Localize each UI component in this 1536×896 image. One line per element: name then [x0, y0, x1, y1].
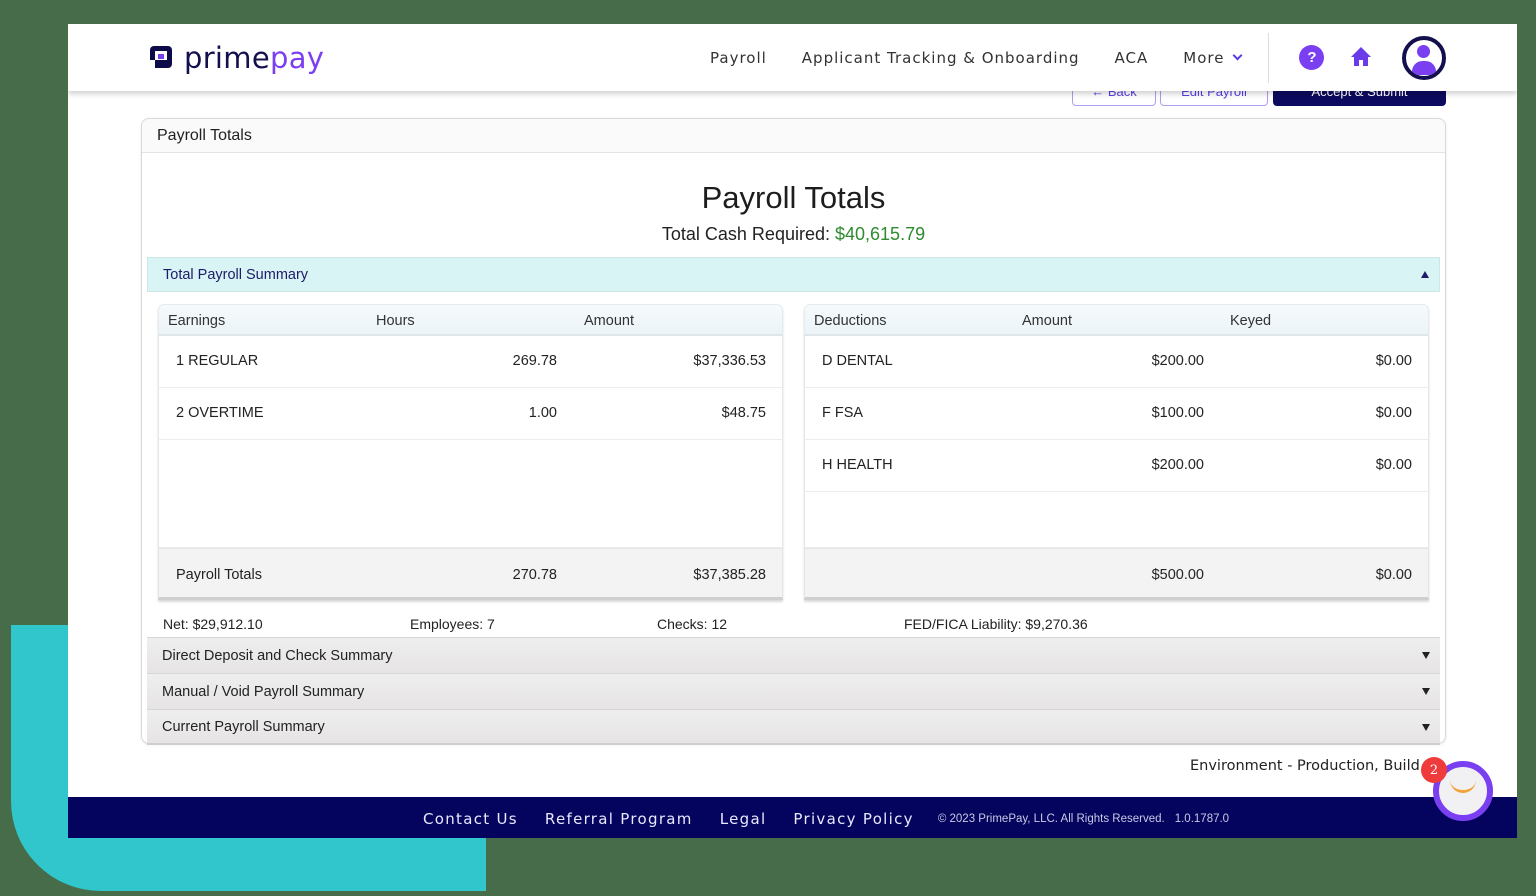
payroll-totals-card: Payroll Totals Payroll Totals Total Cash… [141, 118, 1446, 745]
table-total-row: $500.00 $0.00 [804, 548, 1429, 600]
table-row: D DENTAL $200.00 $0.00 [804, 336, 1429, 388]
deduction-name: F FSA [822, 405, 864, 421]
table-row: 1 REGULAR 269.78 $37,336.53 [158, 336, 783, 388]
earning-hours: 269.78 [512, 353, 557, 369]
caret-down-icon [1422, 652, 1430, 659]
table-row: F FSA $100.00 $0.00 [804, 388, 1429, 440]
accordion-current-payroll-summary[interactable]: Current Payroll Summary [147, 709, 1440, 745]
deduction-name: H HEALTH [822, 457, 893, 473]
total-amount: $500.00 [1151, 567, 1204, 583]
caret-up-icon [1421, 271, 1429, 278]
caret-down-icon [1422, 724, 1430, 731]
earning-name: 1 REGULAR [176, 353, 259, 369]
check-count: Checks: 12 [657, 616, 728, 632]
deduction-keyed: $0.00 [1375, 405, 1412, 421]
user-avatar-icon[interactable] [1402, 35, 1447, 80]
version-text: 1.0.1787.0 [1174, 813, 1230, 825]
deduction-amount: $200.00 [1151, 353, 1204, 369]
nav-item-aca[interactable]: ACA [1114, 48, 1149, 67]
table-row-empty [804, 492, 1429, 548]
table-total-row: Payroll Totals 270.78 $37,385.28 [158, 548, 783, 600]
deduction-amount: $200.00 [1151, 457, 1204, 473]
logo-text: primepay [184, 41, 324, 75]
logo-text-prime: prime [184, 41, 270, 75]
main-nav: Payroll Applicant Tracking & Onboarding … [710, 24, 1447, 91]
deduction-keyed: $0.00 [1375, 353, 1412, 369]
nav-item-more[interactable]: More [1183, 48, 1243, 67]
cash-value: $40,615.79 [835, 224, 926, 244]
footer-link-privacy-policy[interactable]: Privacy Policy [793, 810, 914, 828]
total-label: Payroll Totals [176, 567, 262, 583]
caret-down-icon [1422, 688, 1430, 695]
accordion-label: Manual / Void Payroll Summary [162, 683, 365, 700]
earning-hours: 1.00 [528, 405, 557, 421]
column-header-amount[interactable]: Amount [584, 313, 634, 329]
earnings-table: Earnings Hours Amount 1 REGULAR 269.78 $… [158, 304, 783, 600]
primepay-logo[interactable]: primepay [150, 41, 324, 75]
deduction-name: D DENTAL [822, 353, 893, 369]
chevron-down-icon [1233, 50, 1243, 61]
table-row: H HEALTH $200.00 $0.00 [804, 440, 1429, 492]
column-header-amount[interactable]: Amount [1022, 313, 1072, 329]
accordion-direct-deposit-summary[interactable]: Direct Deposit and Check Summary [147, 637, 1440, 673]
column-header-deductions[interactable]: Deductions [814, 313, 887, 329]
app-window: primepay Payroll Applicant Tracking & On… [68, 24, 1517, 838]
employee-count: Employees: 7 [410, 616, 495, 632]
logo-text-pay: pay [269, 41, 325, 75]
column-header-earnings[interactable]: Earnings [168, 313, 226, 329]
fed-fica-liability: FED/FICA Liability: $9,270.36 [904, 616, 1088, 632]
accordion-total-payroll-summary[interactable]: Total Payroll Summary [147, 257, 1440, 292]
top-navigation-bar: primepay Payroll Applicant Tracking & On… [68, 24, 1517, 91]
footer-link-referral-program[interactable]: Referral Program [544, 810, 693, 828]
nav-item-applicant-tracking[interactable]: Applicant Tracking & Onboarding [801, 48, 1080, 67]
deduction-keyed: $0.00 [1375, 457, 1412, 473]
total-cash-required: Total Cash Required: $40,615.79 [142, 224, 1445, 245]
column-header-keyed[interactable]: Keyed [1230, 313, 1272, 329]
footer-link-contact-us[interactable]: Contact Us [423, 810, 518, 828]
earning-amount: $37,336.53 [693, 353, 766, 369]
earning-name: 2 OVERTIME [176, 405, 264, 421]
nav-divider [1268, 32, 1270, 83]
accordion-label: Current Payroll Summary [162, 718, 325, 735]
table-header: Deductions Amount Keyed [804, 304, 1429, 336]
cash-label: Total Cash Required: [661, 224, 830, 244]
net-amount: Net: $29,912.10 [163, 616, 263, 632]
smile-icon [1450, 779, 1476, 793]
help-icon[interactable]: ? [1299, 45, 1325, 70]
nav-item-payroll[interactable]: Payroll [710, 48, 767, 67]
environment-info: Environment - Production, Build # [1190, 758, 1437, 774]
footer-link-legal[interactable]: Legal [719, 810, 767, 828]
home-icon[interactable] [1350, 46, 1372, 69]
accordion-label: Total Payroll Summary [163, 266, 309, 283]
total-hours: 270.78 [512, 567, 557, 583]
table-row-empty [158, 440, 783, 548]
table-header: Earnings Hours Amount [158, 304, 783, 336]
page-title: Payroll Totals [701, 180, 886, 215]
primepay-logo-icon [150, 46, 174, 70]
footer-links: Contact Us Referral Program Legal Privac… [423, 810, 1229, 828]
deductions-table: Deductions Amount Keyed D DENTAL $200.00… [804, 304, 1429, 600]
deduction-amount: $100.00 [1151, 405, 1204, 421]
footer: Contact Us Referral Program Legal Privac… [68, 797, 1517, 838]
column-header-hours[interactable]: Hours [376, 313, 415, 329]
accordion-manual-void-summary[interactable]: Manual / Void Payroll Summary [147, 673, 1440, 709]
card-header: Payroll Totals [142, 119, 1445, 153]
earning-amount: $48.75 [721, 405, 766, 421]
chat-notification-badge: 2 [1421, 757, 1447, 783]
copyright-text: © 2023 PrimePay, LLC. All Rights Reserve… [937, 813, 1165, 825]
total-keyed: $0.00 [1375, 567, 1412, 583]
total-amount: $37,385.28 [693, 567, 766, 583]
nav-item-more-label: More [1183, 48, 1225, 67]
accordion-label: Direct Deposit and Check Summary [162, 647, 393, 664]
table-row: 2 OVERTIME 1.00 $48.75 [158, 388, 783, 440]
